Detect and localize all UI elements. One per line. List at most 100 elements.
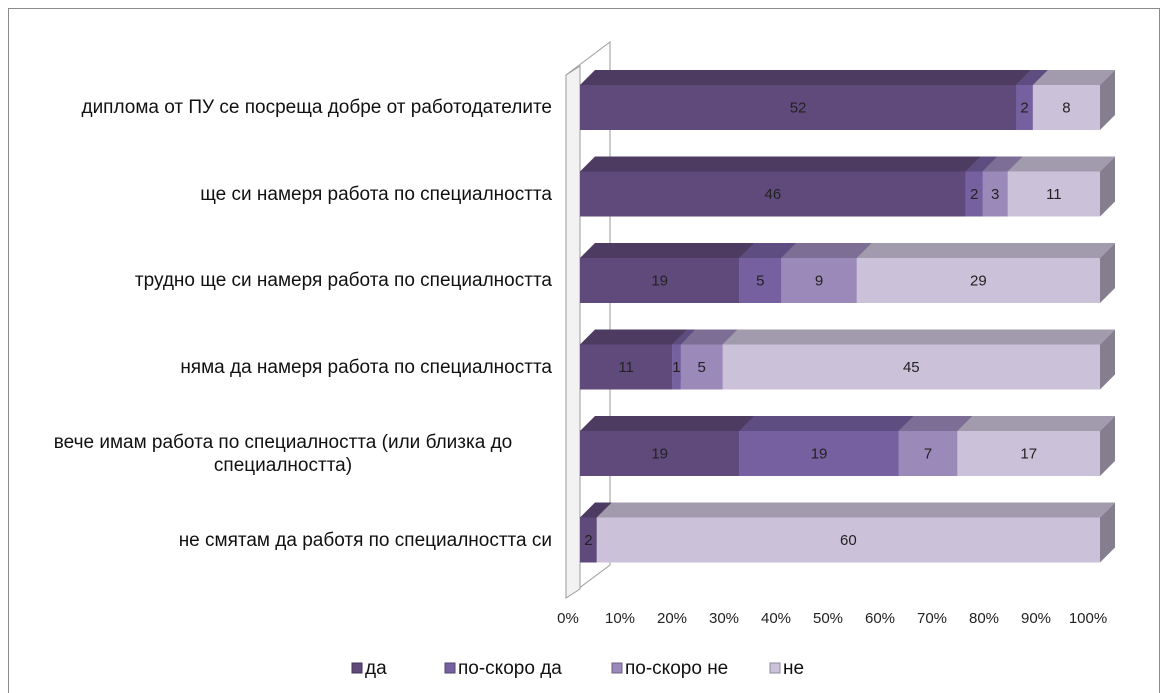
bar-top <box>1016 70 1048 85</box>
data-label: 19 <box>651 445 668 462</box>
category-label: диплома от ПУ се посреща добре от работо… <box>14 96 552 119</box>
bar-top <box>965 156 998 172</box>
category-text: диплома от ПУ се посреща добре от работо… <box>81 97 552 118</box>
bar-front <box>580 344 673 390</box>
legend-swatch <box>611 662 623 674</box>
x-tick-label: 80% <box>969 610 999 627</box>
x-tick-label: 10% <box>605 610 635 627</box>
legend-label: не <box>783 658 804 679</box>
bar-segment <box>580 70 1032 130</box>
data-label: 11 <box>1046 186 1062 203</box>
bar-top <box>580 329 688 345</box>
bar-top <box>580 156 981 172</box>
bar-front <box>982 171 1008 217</box>
bar-side <box>1100 70 1115 130</box>
bar-top <box>722 329 1115 345</box>
bar-side <box>1100 156 1115 217</box>
bar-segment <box>722 329 1115 390</box>
bar-top <box>957 416 1115 431</box>
bar-top <box>856 243 1115 258</box>
legend-swatch <box>351 662 363 674</box>
bar-front <box>856 258 1100 303</box>
data-label: 5 <box>697 359 705 376</box>
chart-border <box>8 8 1160 693</box>
bar-top <box>1032 70 1115 85</box>
bar-top <box>781 243 872 258</box>
data-label: 60 <box>840 532 857 549</box>
bar-front <box>965 171 983 217</box>
legend-label: да <box>365 658 387 679</box>
bar-side <box>1100 329 1115 390</box>
category-label: няма да намеря работа по специалността <box>14 356 552 379</box>
bar-front <box>580 85 1017 130</box>
bar-top <box>580 502 612 518</box>
legend-swatch <box>444 662 456 674</box>
category-text: трудно ще си намеря работа по специалнос… <box>134 270 552 291</box>
category-label: трудно ще си намеря работа по специалнос… <box>14 269 552 292</box>
data-label: 29 <box>970 272 987 289</box>
data-label: 1 <box>672 359 680 376</box>
bar-front <box>580 431 740 476</box>
bar-top <box>580 243 755 258</box>
bar-front <box>1007 171 1100 217</box>
bar-side <box>1100 416 1115 476</box>
bar-top <box>739 416 914 431</box>
category-text: вече имам работа по специалността (или б… <box>53 431 513 476</box>
x-tick-label: 100% <box>1069 610 1107 627</box>
legend-label: по-скоро не <box>625 658 728 679</box>
data-label: 45 <box>903 359 920 376</box>
x-tick-label: 70% <box>917 610 947 627</box>
data-label: 8 <box>1062 99 1070 116</box>
data-label: 52 <box>790 99 807 116</box>
data-label: 17 <box>1020 445 1037 462</box>
x-tick-label: 90% <box>1021 610 1051 627</box>
data-label: 19 <box>651 272 668 289</box>
bar-top <box>739 243 797 258</box>
x-tick-label: 0% <box>557 610 579 627</box>
x-tick-label: 40% <box>761 610 791 627</box>
data-label: 19 <box>811 445 828 462</box>
bar-front <box>580 258 740 303</box>
bar-front <box>1016 85 1033 130</box>
category-label: вече имам работа по специалността (или б… <box>14 431 552 477</box>
data-label: 9 <box>815 272 823 289</box>
category-label: не смятам да работя по специалността си <box>14 529 552 552</box>
bar-segment <box>856 243 1115 303</box>
bar-top <box>672 329 696 345</box>
bar-side <box>1100 243 1115 303</box>
bar-front <box>781 258 857 303</box>
bar-side <box>1100 502 1115 563</box>
bar-top <box>982 156 1023 172</box>
category-text: ще си намеря работа по специалността <box>200 183 552 205</box>
category-text: не смятам да работя по специалността си <box>178 529 552 551</box>
x-tick-label: 60% <box>865 610 895 627</box>
bar-front <box>672 344 681 390</box>
bar-segment <box>957 416 1115 476</box>
legend-label: по-скоро да <box>458 658 562 679</box>
bar-front <box>1032 85 1100 130</box>
data-label: 46 <box>765 186 782 203</box>
data-label: 2 <box>584 532 592 549</box>
bar-segment <box>1032 70 1115 130</box>
bar-segment <box>739 416 914 476</box>
bar-front <box>898 431 958 476</box>
x-tick-label: 50% <box>813 610 843 627</box>
bar-top <box>580 70 1032 85</box>
x-tick-label: 20% <box>657 610 687 627</box>
bar-front <box>580 517 597 563</box>
data-label: 5 <box>756 272 764 289</box>
bar-front <box>739 431 899 476</box>
bar-top <box>580 416 755 431</box>
bar-top <box>596 502 1115 518</box>
bar-front <box>739 258 782 303</box>
data-label: 2 <box>970 186 978 203</box>
x-tick-label: 30% <box>709 610 739 627</box>
legend-swatch <box>769 662 781 674</box>
side-wall <box>565 65 581 599</box>
data-label: 3 <box>991 186 999 203</box>
bar-front <box>680 344 723 390</box>
bar-top <box>680 329 738 345</box>
data-label: 2 <box>1020 99 1028 116</box>
